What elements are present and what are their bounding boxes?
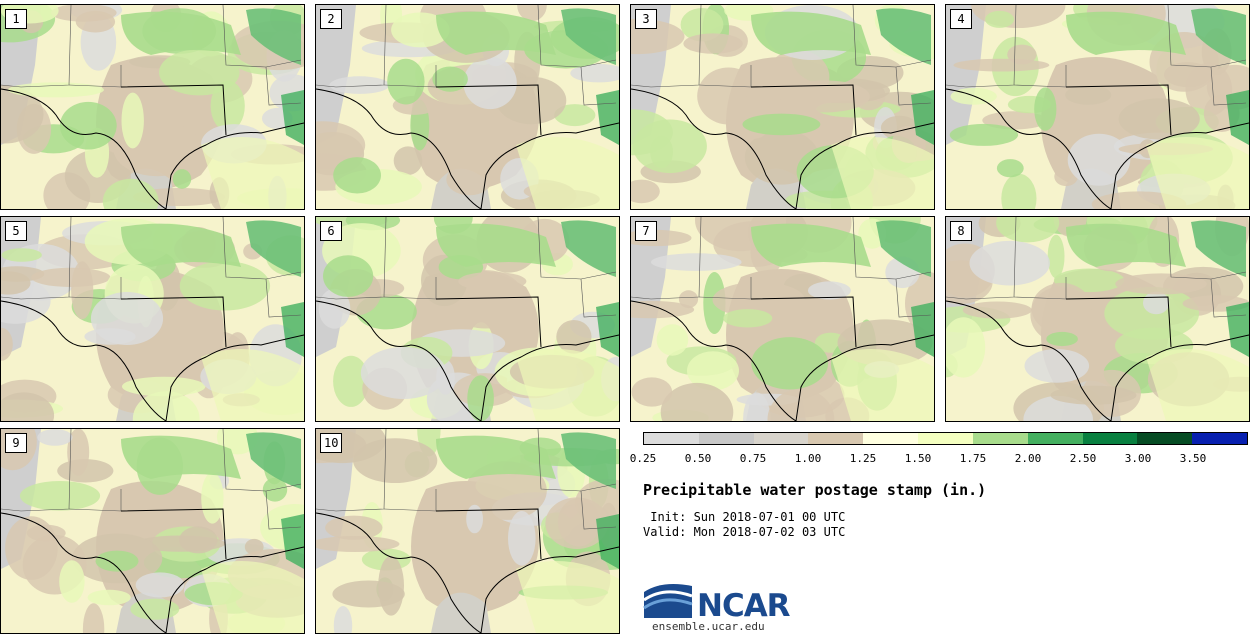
site-url: ensemble.ucar.edu [652,620,765,633]
colorbar-tick: 0.75 [739,452,767,465]
member-number-label: 3 [635,9,657,29]
init-time: Init: Sun 2018-07-01 00 UTC [643,510,846,524]
member-panel: 10 [315,428,620,634]
member-panel: 2 [315,4,620,210]
member-panel: 5 [0,216,305,422]
colorbar-swatch [1082,433,1138,444]
member-number-label: 6 [320,221,342,241]
precipitable-water-colorbar [643,432,1248,445]
member-number-label: 8 [950,221,972,241]
colorbar-swatch [863,433,919,444]
member-number-label: 10 [320,433,343,453]
member-panel: 1 [0,4,305,210]
member-panel: 3 [630,4,935,210]
colorbar-tick: 3.50 [1179,452,1207,465]
colorbar-tick: 3.00 [1124,452,1152,465]
member-panel: 4 [945,4,1250,210]
member-number-label: 5 [5,221,27,241]
ncar-logo-text: NCAR [697,588,791,624]
colorbar-swatch [1192,433,1247,444]
member-panel: 6 [315,216,620,422]
colorbar-tick: 1.00 [794,452,822,465]
colorbar-swatch [753,433,809,444]
valid-time: Valid: Mon 2018-07-02 03 UTC [643,525,846,539]
colorbar-tick: 1.75 [959,452,987,465]
colorbar-swatch [918,433,973,444]
colorbar-swatch [1137,433,1193,444]
colorbar-tick: 2.00 [1014,452,1042,465]
member-panel: 9 [0,428,305,634]
member-number-label: 9 [5,433,27,453]
colorbar-tick: 1.50 [904,452,932,465]
member-number-label: 1 [5,9,27,29]
colorbar-tick: 1.25 [849,452,877,465]
member-number-label: 2 [320,9,342,29]
chart-title: Precipitable water postage stamp (in.) [643,481,987,499]
colorbar-tick: 0.50 [684,452,712,465]
member-panel: 8 [945,216,1250,422]
member-panel: 7 [630,216,935,422]
colorbar-swatch [1027,433,1083,444]
colorbar-swatch [972,433,1028,444]
colorbar-swatch [808,433,864,444]
colorbar-tick: 0.25 [629,452,657,465]
colorbar-swatch [644,433,699,444]
colorbar-tick: 2.50 [1069,452,1097,465]
member-number-label: 4 [950,9,972,29]
colorbar-swatch [698,433,754,444]
member-number-label: 7 [635,221,657,241]
ncar-logo-icon [643,584,693,618]
